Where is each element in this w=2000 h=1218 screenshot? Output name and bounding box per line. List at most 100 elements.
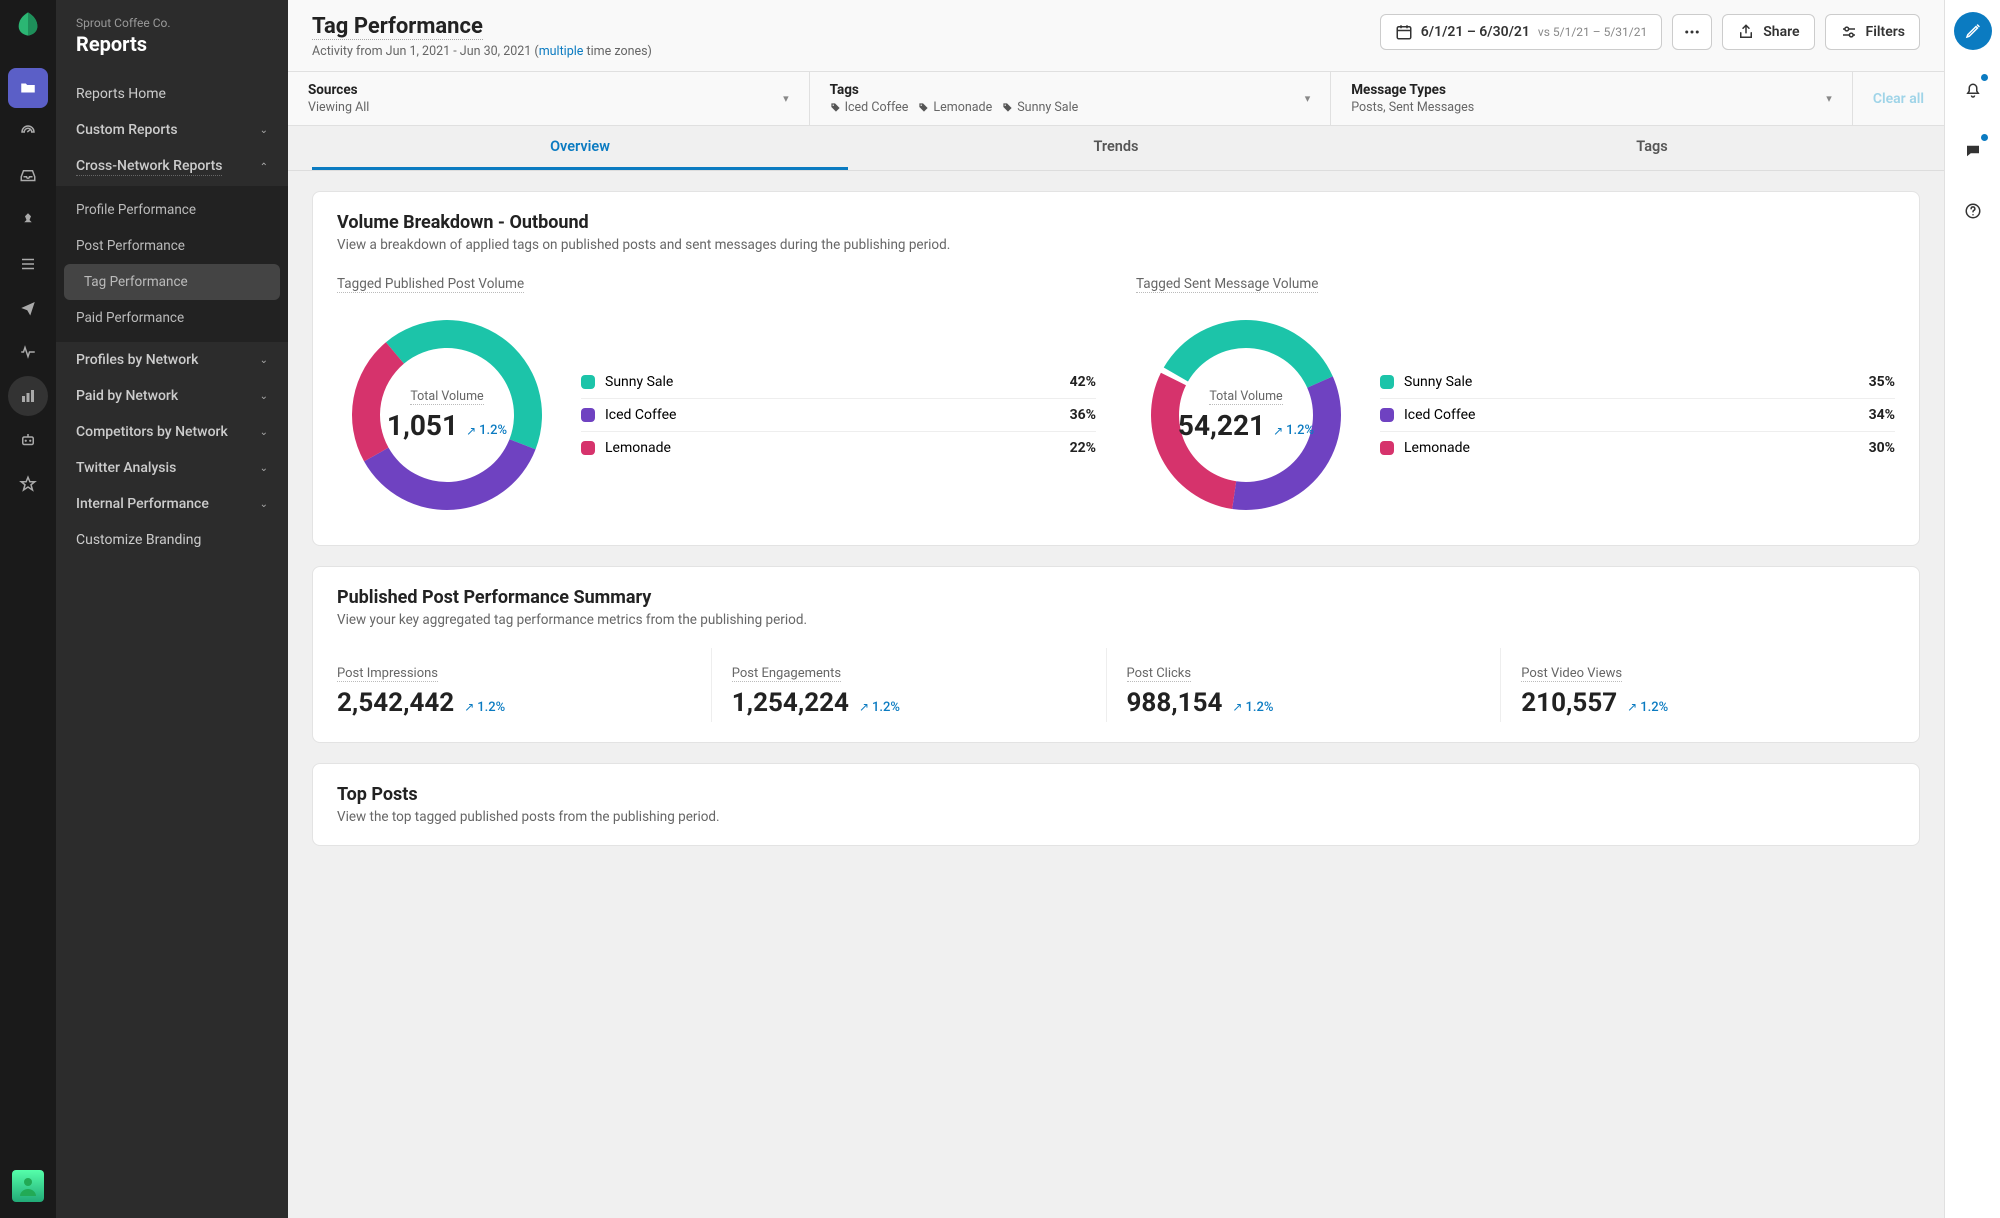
bot-icon[interactable] xyxy=(8,420,48,460)
filters-button[interactable]: Filters xyxy=(1825,14,1920,50)
bell-icon xyxy=(1964,82,1982,100)
sidebar-item[interactable]: Competitors by Network⌄ xyxy=(56,414,288,450)
star-icon[interactable] xyxy=(8,464,48,504)
sliders-icon xyxy=(1840,23,1858,41)
more-button[interactable] xyxy=(1672,14,1712,50)
delta-badge: 1.2% xyxy=(464,700,505,715)
sidebar-subitem[interactable]: Tag Performance xyxy=(64,264,280,300)
pin-icon[interactable] xyxy=(8,200,48,240)
card-title: Top Posts xyxy=(337,784,1895,805)
color-swatch xyxy=(1380,441,1394,455)
sidebar-subitem[interactable]: Post Performance xyxy=(56,228,288,264)
compose-icon xyxy=(1964,22,1982,40)
sidebar-item[interactable]: Reports Home xyxy=(56,76,288,112)
card-title: Volume Breakdown - Outbound xyxy=(337,212,1895,233)
sidebar: Sprout Coffee Co. Reports Reports HomeCu… xyxy=(56,0,288,1218)
sidebar-subitem[interactable]: Profile Performance xyxy=(56,192,288,228)
sidebar-item[interactable]: Paid by Network⌄ xyxy=(56,378,288,414)
right-rail xyxy=(1944,0,2000,1218)
main: Tag Performance Activity from Jun 1, 202… xyxy=(288,0,1944,1218)
legend-label: Iced Coffee xyxy=(1404,407,1475,423)
page-subtitle: Activity from Jun 1, 2021 - Jun 30, 2021… xyxy=(312,44,652,59)
sidebar-item[interactable]: Cross-Network Reports⌃ xyxy=(56,148,288,186)
content-scroll: Volume Breakdown - Outbound View a break… xyxy=(288,171,1944,1218)
inbox-icon[interactable] xyxy=(8,156,48,196)
legend-label: Sunny Sale xyxy=(605,374,673,390)
donut-chart: Total Volume 54,2211.2% xyxy=(1136,305,1356,525)
color-swatch xyxy=(1380,375,1394,389)
metric-label: Post Engagements xyxy=(732,666,841,682)
notification-dot xyxy=(1981,134,1988,141)
metric: Post Impressions2,542,4421.2% xyxy=(337,648,712,722)
compose-button[interactable] xyxy=(1954,12,1992,50)
user-avatar[interactable] xyxy=(12,1170,44,1202)
clear-all-button[interactable]: Clear all xyxy=(1853,72,1944,125)
metric-value: 2,542,4421.2% xyxy=(337,688,691,718)
performance-summary-card: Published Post Performance Summary View … xyxy=(312,566,1920,743)
filter-tags[interactable]: Tags Iced CoffeeLemonadeSunny Sale ▾ xyxy=(810,72,1332,125)
chevron-down-icon: ⌄ xyxy=(260,391,268,402)
sidebar-item[interactable]: Custom Reports⌄ xyxy=(56,112,288,148)
tab[interactable]: Tags xyxy=(1384,126,1920,170)
chevron-up-icon: ⌃ xyxy=(260,162,268,173)
org-name: Sprout Coffee Co. xyxy=(76,16,268,30)
legend-row: Lemonade30% xyxy=(1380,432,1895,464)
tag-chip: Sunny Sale xyxy=(1002,100,1078,115)
sidebar-item[interactable]: Internal Performance⌄ xyxy=(56,486,288,522)
send-icon[interactable] xyxy=(8,288,48,328)
folder-icon[interactable] xyxy=(8,68,48,108)
donut-center-label: Total Volume xyxy=(1209,389,1282,405)
calendar-icon xyxy=(1395,23,1413,41)
delta-badge: 1.2% xyxy=(859,700,900,715)
notifications-button[interactable] xyxy=(1954,72,1992,110)
pulse-icon[interactable] xyxy=(8,332,48,372)
notification-dot xyxy=(1981,74,1988,81)
page-title: Tag Performance xyxy=(312,14,483,40)
delta-badge: 1.2% xyxy=(1232,700,1273,715)
tab[interactable]: Overview xyxy=(312,126,848,170)
page-header: Tag Performance Activity from Jun 1, 202… xyxy=(288,0,1944,72)
chat-icon xyxy=(1964,142,1982,160)
date-range-button[interactable]: 6/1/21 – 6/30/21 vs 5/1/21 – 5/31/21 xyxy=(1380,14,1662,50)
color-swatch xyxy=(1380,408,1394,422)
donut-center-label: Total Volume xyxy=(410,389,483,405)
tab[interactable]: Trends xyxy=(848,126,1384,170)
share-button[interactable]: Share xyxy=(1722,14,1814,50)
tag-chip: Lemonade xyxy=(918,100,992,115)
gauge-icon[interactable] xyxy=(8,112,48,152)
sidebar-subitem[interactable]: Paid Performance xyxy=(56,300,288,336)
chevron-down-icon: ▾ xyxy=(1826,92,1832,105)
list-icon[interactable] xyxy=(8,244,48,284)
bar-chart-icon[interactable] xyxy=(8,376,48,416)
legend: Sunny Sale35%Iced Coffee34%Lemonade30% xyxy=(1380,366,1895,464)
metric: Post Video Views210,5571.2% xyxy=(1501,648,1895,722)
volume-breakdown-card: Volume Breakdown - Outbound View a break… xyxy=(312,191,1920,546)
legend-row: Sunny Sale42% xyxy=(581,366,1096,399)
icon-rail xyxy=(0,0,56,1218)
donut-center-value: 54,2211.2% xyxy=(1178,409,1314,442)
sidebar-item[interactable]: Profiles by Network⌄ xyxy=(56,342,288,378)
top-posts-card: Top Posts View the top tagged published … xyxy=(312,763,1920,846)
timezone-link[interactable]: multiple xyxy=(539,44,584,59)
feedback-button[interactable] xyxy=(1954,132,1992,170)
share-icon xyxy=(1737,23,1755,41)
donut-title: Tagged Sent Message Volume xyxy=(1136,276,1318,293)
tag-chip: Iced Coffee xyxy=(830,100,909,115)
sidebar-item[interactable]: Twitter Analysis⌄ xyxy=(56,450,288,486)
filter-sources[interactable]: Sources Viewing All ▾ xyxy=(288,72,810,125)
chevron-down-icon: ⌄ xyxy=(260,427,268,438)
metric-value: 988,1541.2% xyxy=(1127,688,1481,718)
filter-message-types[interactable]: Message Types Posts, Sent Messages ▾ xyxy=(1331,72,1853,125)
donut-chart-block: Tagged Published Post VolumeTotal Volume… xyxy=(337,273,1096,525)
metric: Post Clicks988,1541.2% xyxy=(1107,648,1502,722)
metric-value: 210,5571.2% xyxy=(1521,688,1875,718)
tag-icon xyxy=(918,102,929,113)
help-button[interactable] xyxy=(1954,192,1992,230)
help-icon xyxy=(1964,202,1982,220)
color-swatch xyxy=(581,375,595,389)
donut-chart: Total Volume1,0511.2% xyxy=(337,305,557,525)
legend-pct: 30% xyxy=(1869,440,1895,456)
legend: Sunny Sale42%Iced Coffee36%Lemonade22% xyxy=(581,366,1096,464)
sidebar-item[interactable]: Customize Branding xyxy=(56,522,288,558)
legend-pct: 36% xyxy=(1070,407,1096,423)
